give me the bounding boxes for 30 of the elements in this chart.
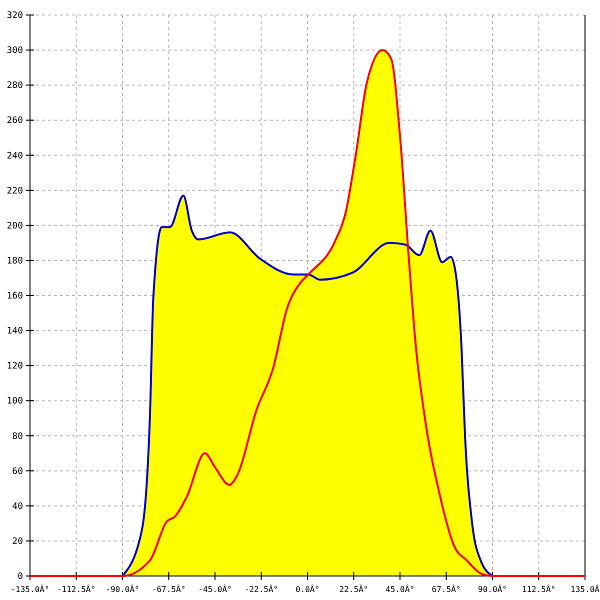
y-tick-label: 40 [12,502,23,512]
x-tick-label: 90.0Â° [478,584,507,594]
y-tick-label: 180 [6,256,23,266]
y-tick-label: 60 [12,466,23,477]
y-tick-label: 120 [6,362,23,372]
y-tick-label: 140 [6,326,23,337]
x-tick-label: 0.0Â° [295,584,320,594]
y-tick-label: 280 [6,81,23,92]
y-tick-label: 300 [6,46,23,56]
x-tick-label: -112.5Â° [56,584,96,594]
x-tick-label: 45.0Â° [386,584,414,594]
y-tick-label: 0 [18,572,23,582]
y-tick-label: 80 [12,432,23,442]
y-tick-label: 320 [6,11,23,21]
x-tick-label: -135.0Â° [10,584,50,594]
y-tick-label: 240 [6,151,23,162]
y-tick-label: 260 [6,116,23,126]
y-tick-label: 200 [6,221,23,232]
y-tick-label: 160 [6,292,23,302]
x-tick-label: 22.5Â° [339,584,368,594]
x-tick-label: 135.0Â [570,584,600,594]
x-tick-label: -45.0Â° [198,584,232,594]
x-tick-label: 67.5Â° [432,584,461,594]
y-tick-label: 20 [12,536,23,547]
y-tick-label: 100 [6,396,23,407]
x-tick-label: -22.5Â° [244,584,278,594]
y-tick-label: 220 [6,186,23,196]
x-tick-label: -90.0Â° [106,584,140,594]
x-tick-label: -67.5Â° [152,584,186,594]
x-tick-label: 112.5Â° [522,584,556,594]
